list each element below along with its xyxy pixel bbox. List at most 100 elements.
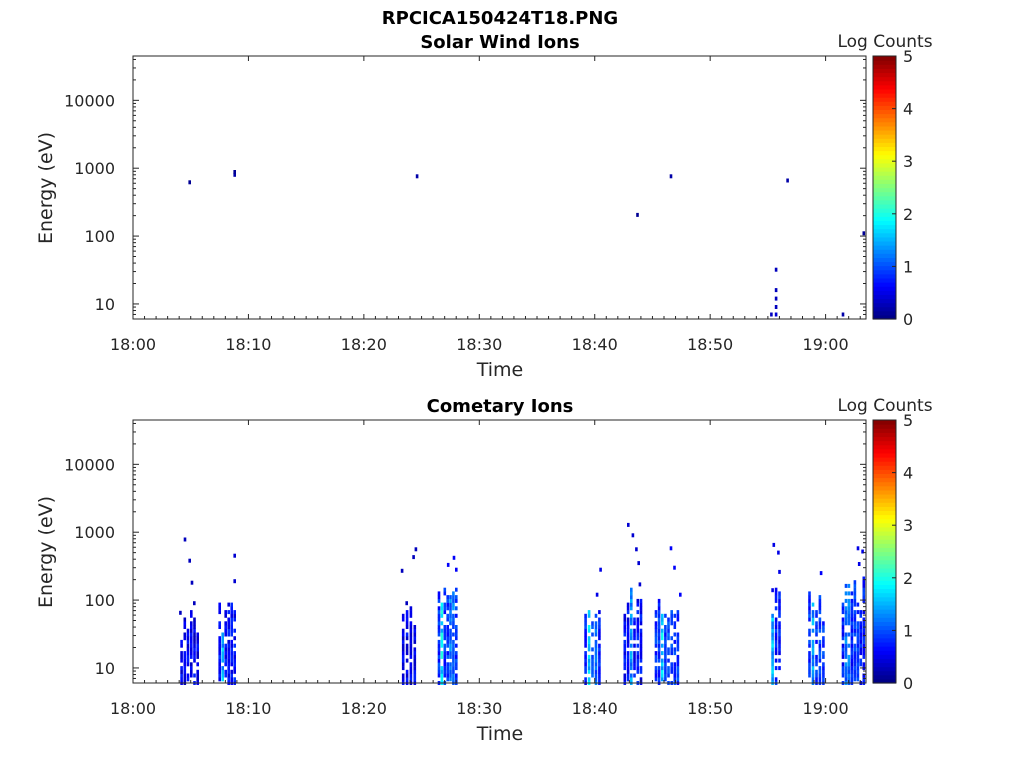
burst-cell <box>413 647 417 652</box>
burst-cell <box>193 647 196 652</box>
burst-cell <box>844 598 848 603</box>
burst-cell <box>859 628 863 633</box>
colorbar-segment <box>873 477 896 483</box>
sparse-point <box>819 571 823 576</box>
burst-cell <box>449 628 452 633</box>
burst-cell <box>623 654 627 659</box>
burst-cell <box>811 610 815 615</box>
burst-cell <box>844 632 848 637</box>
burst-cell <box>771 636 774 641</box>
burst-cell <box>446 639 449 644</box>
colorbar-segment <box>873 121 896 127</box>
colorbar-segment <box>873 473 896 479</box>
data-point <box>774 267 778 272</box>
burst-cell <box>449 621 452 626</box>
burst-cell <box>224 662 227 667</box>
burst-cell <box>449 639 452 644</box>
burst-cell <box>654 639 658 644</box>
burst-cell <box>815 610 818 615</box>
burst-cell <box>862 632 866 637</box>
burst-cell <box>186 647 190 652</box>
burst-cell <box>186 643 190 648</box>
burst-cell <box>811 647 815 652</box>
burst-cell <box>673 677 677 682</box>
burst-cell <box>452 651 455 656</box>
burst-cell <box>443 651 447 656</box>
burst-cell <box>862 617 866 622</box>
cometary-x-label: Time <box>476 723 524 745</box>
burst-cell <box>405 636 409 641</box>
burst-cell <box>437 654 441 659</box>
burst-cell <box>409 662 413 667</box>
burst-cell <box>808 595 811 600</box>
colorbar-segment <box>873 286 896 291</box>
burst-cell <box>446 625 449 629</box>
burst-cell <box>405 677 409 682</box>
burst-cell <box>183 654 187 659</box>
burst-cell <box>673 666 677 671</box>
burst-cell <box>859 636 863 641</box>
burst-cell <box>844 621 848 626</box>
burst-cell <box>449 595 452 600</box>
burst-cell <box>774 587 778 592</box>
burst-cell <box>401 628 405 633</box>
burst-cell <box>630 602 633 607</box>
burst-cell <box>636 636 640 641</box>
burst-cell <box>413 632 417 637</box>
burst-cell <box>594 628 598 633</box>
burst-cell <box>626 666 630 671</box>
burst-cell <box>774 632 778 637</box>
burst-cell <box>815 613 818 618</box>
burst-cell <box>657 658 661 663</box>
burst-cell <box>630 613 633 618</box>
burst-cell <box>670 666 673 671</box>
burst-cell <box>771 639 774 644</box>
burst-cell <box>405 610 409 615</box>
burst-cell <box>850 636 854 641</box>
colorbar-segment <box>873 195 896 201</box>
colorbar-segment <box>873 171 896 176</box>
burst-cell <box>818 628 822 633</box>
burst-cell <box>844 591 848 596</box>
burst-cell <box>623 651 627 656</box>
burst-cell <box>224 673 227 678</box>
burst-cell <box>227 647 230 652</box>
burst-cell <box>440 621 444 626</box>
burst-cell <box>670 636 673 641</box>
burst-cell <box>190 669 193 674</box>
burst-cell <box>224 643 227 648</box>
colorbar-segment <box>873 220 896 226</box>
burst-cell <box>449 610 452 615</box>
burst-cell <box>437 621 441 626</box>
burst-cell <box>440 606 444 611</box>
burst-cell <box>584 658 587 663</box>
data-point <box>188 180 191 185</box>
burst-cell <box>862 580 866 585</box>
burst-cell <box>413 669 417 674</box>
colorbar-segment <box>873 216 896 221</box>
burst-cell <box>193 628 196 633</box>
burst-cell <box>856 647 860 652</box>
burst-cell <box>449 598 452 603</box>
burst-cell <box>771 617 774 622</box>
burst-cell <box>190 643 193 648</box>
burst-cell <box>455 613 458 618</box>
burst-cell <box>774 658 778 663</box>
colorbar-segment <box>873 530 896 536</box>
burst-cell <box>196 639 199 644</box>
burst-cell <box>446 636 449 641</box>
burst-cell <box>594 666 598 671</box>
burst-cell <box>844 662 848 667</box>
x-tick-label: 19:00 <box>803 335 849 354</box>
burst-cell <box>221 658 224 663</box>
burst-cell <box>778 636 781 641</box>
colorbar-segment <box>873 654 896 659</box>
burst-cell <box>626 662 630 667</box>
burst-cell <box>841 643 845 648</box>
sparse-point <box>679 592 682 597</box>
burst-cell <box>844 673 848 678</box>
colorbar-segment <box>873 208 896 213</box>
burst-cell <box>862 639 866 644</box>
burst-cell <box>218 639 221 644</box>
